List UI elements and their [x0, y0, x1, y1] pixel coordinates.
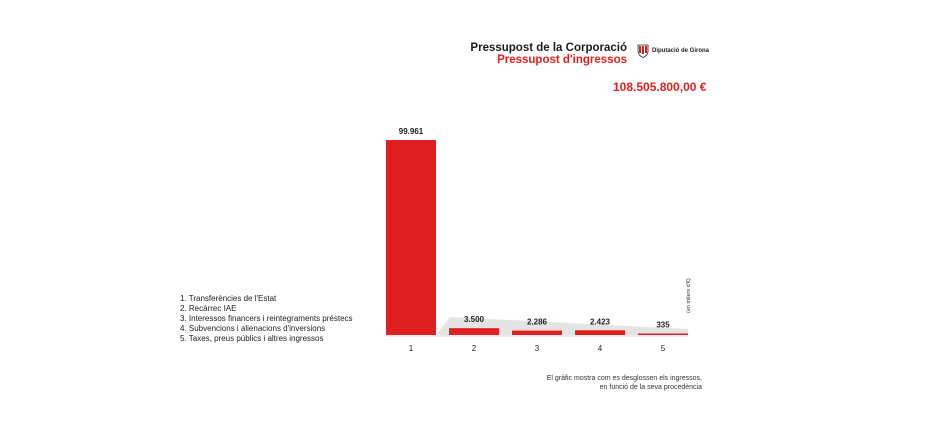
unit-label: (en milers d'€) [686, 278, 692, 313]
x-tick-label: 4 [598, 344, 603, 353]
note-line: en funció de la seva procedència [599, 384, 702, 391]
data-label: 99.961 [399, 127, 424, 136]
bar [638, 333, 688, 335]
legend-item: 4. Subvencions i alienacions d'inversion… [180, 324, 326, 333]
legend-item: 1. Transferències de l'Estat [180, 294, 277, 303]
legend-item: 5. Taxes, preus públics i altres ingress… [180, 334, 324, 343]
coat-of-arms-icon [637, 44, 649, 58]
chart-title: Pressupost de la Corporació [470, 42, 627, 54]
legend-item: 2. Recàrrec IAE [180, 304, 237, 313]
x-tick-label: 2 [472, 344, 477, 353]
category-legend: 1. Transferències de l'Estat 2. Recàrrec… [180, 294, 353, 344]
bar [575, 330, 625, 335]
chart-subtitle: Pressupost d'ingressos [497, 54, 627, 66]
data-label: 3.500 [464, 315, 485, 324]
bar [512, 330, 562, 335]
data-label: 2.423 [590, 317, 611, 326]
chart-note: El gràfic mostra com es desglossen els i… [547, 374, 702, 392]
x-tick-label: 1 [409, 344, 414, 353]
data-label: 335 [656, 321, 670, 330]
note-line: El gràfic mostra com es desglossen els i… [546, 375, 702, 382]
bar [449, 328, 499, 335]
x-tick-label: 3 [535, 344, 540, 353]
organization-name: Diputació de Girona [652, 48, 710, 54]
data-label: 2.286 [527, 318, 548, 327]
budget-total: 108.505.800,00 € [613, 80, 707, 94]
bar [386, 140, 436, 335]
organization-logo: Diputació de Girona [637, 44, 709, 58]
chart-title-block: Pressupost de la Corporació Pressupost d… [470, 42, 627, 66]
x-tick-label: 5 [661, 344, 666, 353]
legend-item: 3. Interessos financers i reintegraments… [180, 314, 353, 323]
